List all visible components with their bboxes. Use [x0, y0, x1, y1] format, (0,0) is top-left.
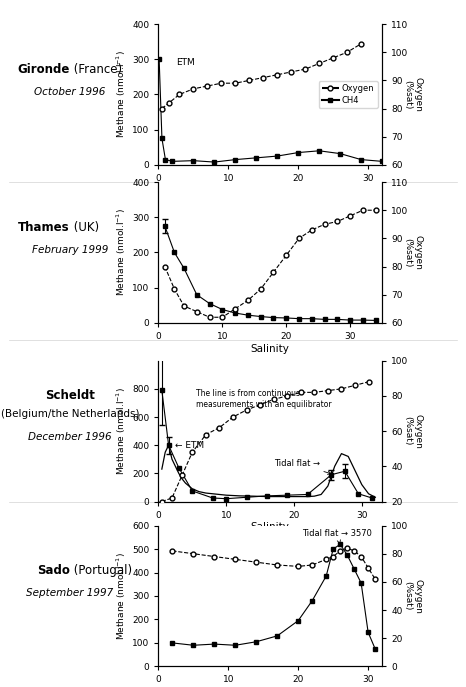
Y-axis label: Oxygen
(%sat): Oxygen (%sat) — [403, 414, 422, 449]
Y-axis label: Oxygen
(%sat): Oxygen (%sat) — [403, 578, 422, 613]
Legend: Oxygen, CH4: Oxygen, CH4 — [319, 81, 378, 108]
Text: Gironde: Gironde — [18, 63, 70, 76]
X-axis label: Salinity: Salinity — [251, 344, 290, 354]
Text: Sado: Sado — [37, 564, 70, 577]
Y-axis label: Methane (nmol.l$^{-1}$): Methane (nmol.l$^{-1}$) — [115, 51, 128, 138]
Y-axis label: Methane (nmol.l$^{-1}$): Methane (nmol.l$^{-1}$) — [115, 387, 128, 475]
Text: Tidal flat → 3570: Tidal flat → 3570 — [302, 529, 371, 544]
Text: February 1999: February 1999 — [32, 245, 108, 255]
Text: Scheldt: Scheldt — [45, 390, 95, 403]
Y-axis label: Methane (nmol.l$^{-1}$): Methane (nmol.l$^{-1}$) — [115, 209, 128, 296]
Y-axis label: Methane (nmol.l$^{-1}$): Methane (nmol.l$^{-1}$) — [115, 552, 128, 640]
Text: ETM: ETM — [176, 58, 195, 67]
X-axis label: Salinity: Salinity — [251, 185, 290, 196]
Text: The line is from continuous
measurements with an equilibrator: The line is from continuous measurements… — [196, 389, 331, 409]
Text: (Belgium/the Netherlands): (Belgium/the Netherlands) — [0, 409, 139, 419]
Text: ← ETM: ← ETM — [175, 440, 205, 450]
Text: December 1996: December 1996 — [28, 431, 112, 442]
X-axis label: Salinity: Salinity — [251, 522, 290, 532]
Text: (UK): (UK) — [70, 221, 99, 234]
Text: Thames: Thames — [18, 221, 70, 234]
Text: (France): (France) — [70, 63, 122, 76]
Text: Tidal flat →: Tidal flat → — [274, 459, 331, 474]
Y-axis label: Oxygen
(%sat): Oxygen (%sat) — [403, 77, 422, 112]
Text: September 1997: September 1997 — [26, 588, 114, 598]
Y-axis label: Oxygen
(%sat): Oxygen (%sat) — [403, 235, 422, 270]
Text: (Portugal): (Portugal) — [70, 564, 132, 577]
Text: October 1996: October 1996 — [34, 87, 106, 97]
